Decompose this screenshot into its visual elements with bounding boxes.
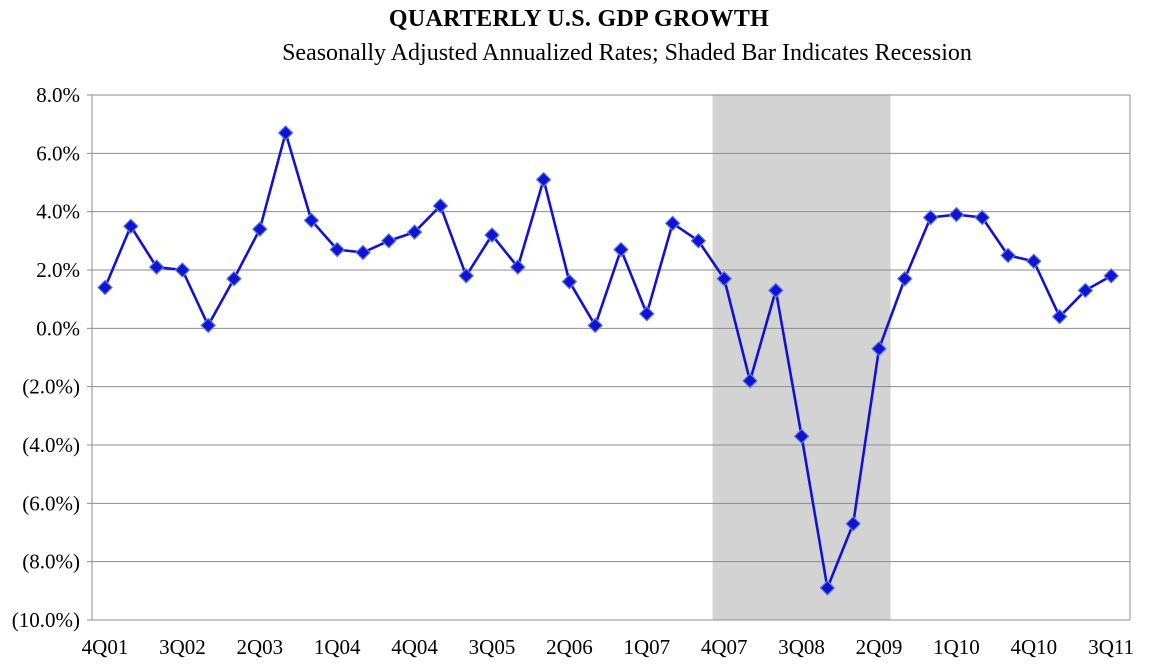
data-point-marker xyxy=(793,428,810,445)
y-tick-label: 2.0% xyxy=(36,258,80,282)
data-point-marker xyxy=(948,206,965,223)
x-tick-label: 3Q02 xyxy=(159,635,206,659)
recession-bar xyxy=(712,95,891,620)
y-tick-label: (2.0%) xyxy=(22,375,80,399)
x-tick-label: 4Q04 xyxy=(391,635,438,659)
data-point-marker xyxy=(1103,267,1120,284)
data-point-marker xyxy=(819,580,836,596)
data-point-marker xyxy=(97,279,113,296)
x-tick-label: 4Q01 xyxy=(82,635,129,659)
data-point-marker xyxy=(1025,253,1042,270)
y-tick-label: 4.0% xyxy=(36,200,80,224)
data-point-marker xyxy=(458,267,475,284)
data-point-marker xyxy=(638,305,655,322)
x-tick-label: 3Q08 xyxy=(778,635,825,659)
x-axis-tick-labels: 4Q01 3Q02 2Q03 1Q04 4Q04 3Q05 2Q06 1Q07 4Q07 3Q08… xyxy=(82,635,1134,659)
data-point-marker xyxy=(896,270,913,287)
data-point-marker xyxy=(277,125,294,141)
data-point-marker xyxy=(329,241,346,258)
x-tick-label: 1Q10 xyxy=(933,635,980,659)
x-tick-label: 3Q11 xyxy=(1088,635,1134,659)
y-tick-label: (10.0%) xyxy=(12,608,80,632)
data-point-marker xyxy=(613,241,629,258)
y-tick-label: 6.0% xyxy=(36,141,80,165)
data-point-marker xyxy=(226,270,242,287)
data-point-marker xyxy=(200,317,217,334)
chart-title: QUARTERLY U.S. GDP GROWTH xyxy=(388,6,770,32)
data-point-marker xyxy=(561,273,578,290)
series-markers xyxy=(97,125,1120,596)
y-tick-label: 0.0% xyxy=(36,316,80,340)
y-tick-label: (4.0%) xyxy=(22,433,80,457)
data-point-marker xyxy=(484,227,500,243)
data-point-marker xyxy=(122,218,139,235)
data-point-marker xyxy=(587,317,604,334)
data-point-marker xyxy=(251,221,268,238)
data-point-marker xyxy=(690,232,707,249)
x-tick-label: 1Q07 xyxy=(623,635,670,659)
y-tick-label: (8.0%) xyxy=(22,550,80,574)
x-tick-label: 3Q05 xyxy=(469,635,516,659)
x-tick-label: 4Q07 xyxy=(701,635,748,659)
recession-shading xyxy=(712,95,891,620)
data-point-marker xyxy=(406,224,423,240)
data-point-marker xyxy=(1077,282,1094,299)
axes xyxy=(87,94,1131,621)
data-point-marker xyxy=(355,244,371,261)
x-tick-label: 2Q09 xyxy=(856,635,903,659)
x-tick-label: 1Q04 xyxy=(314,635,361,659)
x-tick-label: 2Q03 xyxy=(236,635,283,659)
data-point-marker xyxy=(535,171,552,188)
series-line xyxy=(103,131,1112,590)
data-point-marker xyxy=(742,372,758,389)
data-point-marker xyxy=(871,340,887,357)
data-point-marker xyxy=(509,259,526,275)
y-tick-label: 8.0% xyxy=(36,83,80,107)
y-tick-label: (6.0%) xyxy=(22,491,80,515)
gridlines xyxy=(92,94,1130,621)
data-point-marker xyxy=(174,262,191,278)
data-point-marker xyxy=(148,259,165,275)
x-tick-label: 2Q06 xyxy=(546,635,593,659)
data-point-marker xyxy=(767,282,784,299)
data-point-marker xyxy=(716,270,733,287)
x-tick-label: 4Q10 xyxy=(1010,635,1057,659)
data-point-marker xyxy=(845,515,862,532)
data-point-marker xyxy=(1051,308,1068,325)
data-point-marker xyxy=(380,232,397,249)
data-point-marker xyxy=(1000,247,1016,264)
data-point-marker xyxy=(303,212,320,229)
data-point-marker xyxy=(974,209,991,226)
chart-subtitle: Seasonally Adjusted Annualized Rates; Sh… xyxy=(282,40,972,66)
series-line-path xyxy=(103,131,1112,590)
data-point-marker xyxy=(664,215,681,232)
data-point-marker xyxy=(432,197,449,214)
data-point-marker xyxy=(922,209,939,226)
y-axis-tick-labels: 8.0% 6.0% 4.0% 2.0% 0.0% (2.0%) (4.0%) (6.0%) (8… xyxy=(12,83,80,632)
